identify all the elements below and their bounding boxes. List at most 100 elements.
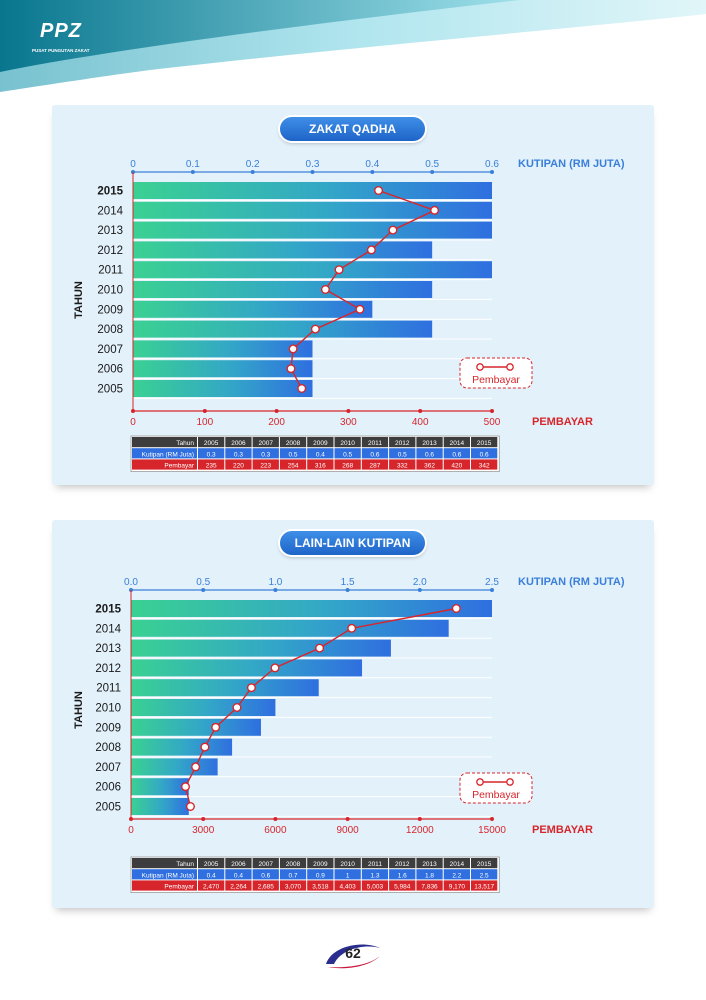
legend-marker xyxy=(506,778,514,786)
pembayar-point-2010 xyxy=(320,285,330,295)
table-row-label: Pembayar xyxy=(164,463,194,470)
top-axis-tick xyxy=(490,170,494,174)
bar-zakat_qadha-2006 xyxy=(133,360,313,378)
pembayar-point-2007 xyxy=(191,762,201,772)
table-cell xyxy=(361,437,389,448)
table-cell xyxy=(198,448,225,459)
bottom-axis-tick-label: 200 xyxy=(268,417,285,428)
top-axis-tick-label: 2.5 xyxy=(485,577,499,588)
legend-marker xyxy=(476,363,484,371)
table-cell-value: 2,685 xyxy=(258,884,275,891)
table-cell-value: 2.5 xyxy=(480,872,489,879)
bottom-axis-tick xyxy=(345,817,350,821)
top-axis-tick-label: 0.4 xyxy=(365,159,379,170)
table-cell xyxy=(279,448,307,459)
bar-lain_lain-2005 xyxy=(131,798,189,815)
bottom-axis-tick xyxy=(129,817,133,821)
table-cell xyxy=(252,448,279,459)
table-cell-value: 1.3 xyxy=(370,872,379,879)
page-number: 62 xyxy=(345,945,361,961)
bar-zakat_qadha-2014 xyxy=(133,201,492,219)
table-cell-value: 420 xyxy=(451,463,462,470)
table-cell-value: 0.6 xyxy=(261,872,270,879)
top-axis-tick-label: 0.2 xyxy=(246,159,260,170)
table-cell-value: 0.4 xyxy=(207,872,216,879)
pembayar-point-2013 xyxy=(315,643,325,653)
legend-label: Pembayar xyxy=(472,789,520,801)
table-cell-value: 0.3 xyxy=(207,451,216,458)
table-cell xyxy=(225,880,252,891)
table-cell xyxy=(252,858,279,869)
table-cell-value: 268 xyxy=(342,463,353,470)
table-cell-value: 7,836 xyxy=(421,884,438,891)
table-row-label-cell xyxy=(132,448,197,459)
table-cell xyxy=(307,448,334,459)
bar-lain_lain-2007 xyxy=(131,758,218,776)
pembayar-point-2008 xyxy=(310,324,320,334)
table-cell xyxy=(443,437,470,448)
top-axis-tick-label: 0.6 xyxy=(485,159,499,170)
bar-zakat_qadha-2011 xyxy=(133,261,492,279)
table-cell-value: 5,003 xyxy=(367,884,384,891)
table-cell xyxy=(279,869,307,880)
table-cell-value: 0.5 xyxy=(289,451,298,458)
table-cell xyxy=(334,880,361,891)
year-label-2006: 2006 xyxy=(97,364,123,376)
table-cell xyxy=(416,880,443,891)
bar-zakat_qadha-2009 xyxy=(133,300,373,318)
table-cell-value: 2012 xyxy=(395,861,410,868)
bottom-axis-tick-label: 400 xyxy=(412,417,429,428)
pembayar-point-2006 xyxy=(180,782,190,792)
bottom-axis-title: PEMBAYAR xyxy=(532,416,593,428)
top-axis-tick-label: 0 xyxy=(130,159,136,170)
bar-lain_lain-2008 xyxy=(131,738,233,756)
table-cell xyxy=(443,858,470,869)
table-cell xyxy=(225,869,252,880)
table-cell-value: 3,518 xyxy=(312,884,329,891)
table-cell xyxy=(334,448,361,459)
pembayar-point-2015 xyxy=(451,604,461,614)
year-label-2007: 2007 xyxy=(95,762,121,774)
top-axis-tick xyxy=(345,588,350,592)
table-cell xyxy=(279,880,307,891)
bar-lain_lain-2015 xyxy=(131,600,492,617)
top-axis-tick-label: 2.0 xyxy=(413,577,427,588)
table-cell xyxy=(307,858,334,869)
table-cell xyxy=(389,880,416,891)
table-cell-value: 3,070 xyxy=(285,884,302,891)
bar-zakat_qadha-2010 xyxy=(133,281,433,298)
table-cell-value: 9,170 xyxy=(449,884,466,891)
table-row-label-cell xyxy=(132,459,197,470)
bar-lain_lain-2013 xyxy=(131,639,391,657)
table-cell xyxy=(198,459,225,470)
table-cell-value: 2008 xyxy=(286,861,301,868)
year-label-2015: 2015 xyxy=(95,604,121,616)
bottom-axis-tick xyxy=(274,409,279,413)
table-cell xyxy=(443,869,470,880)
year-label-2010: 2010 xyxy=(97,285,123,297)
pembayar-point-2005 xyxy=(185,802,195,812)
top-axis-title: KUTIPAN (RM JUTA) xyxy=(518,158,625,170)
table-row-label-cell xyxy=(132,869,197,880)
table-cell-value: 235 xyxy=(206,463,217,470)
table-cell-value: 0.6 xyxy=(370,451,379,458)
bottom-axis-tick-label: 3000 xyxy=(192,825,215,836)
pembayar-point-2005 xyxy=(297,384,307,394)
table-cell-value: 2005 xyxy=(204,861,219,868)
bar-zakat_qadha-2007 xyxy=(133,340,313,358)
bottom-axis-tick-label: 15000 xyxy=(478,825,506,836)
bottom-axis-tick xyxy=(418,409,423,413)
zakat-qadha-title: ZAKAT QADHA xyxy=(280,117,425,141)
table-cell-value: 2006 xyxy=(231,440,246,447)
top-axis-tick-label: 0.5 xyxy=(196,577,210,588)
table-cell xyxy=(334,858,361,869)
table-cell-value: 2.2 xyxy=(452,872,461,879)
year-label-2011: 2011 xyxy=(96,683,121,695)
table-cell xyxy=(225,858,252,869)
pembayar-point-2014 xyxy=(347,623,357,633)
table-cell xyxy=(279,459,307,470)
table-cell-value: 2009 xyxy=(313,861,328,868)
table-cell-value: 2012 xyxy=(395,440,410,447)
